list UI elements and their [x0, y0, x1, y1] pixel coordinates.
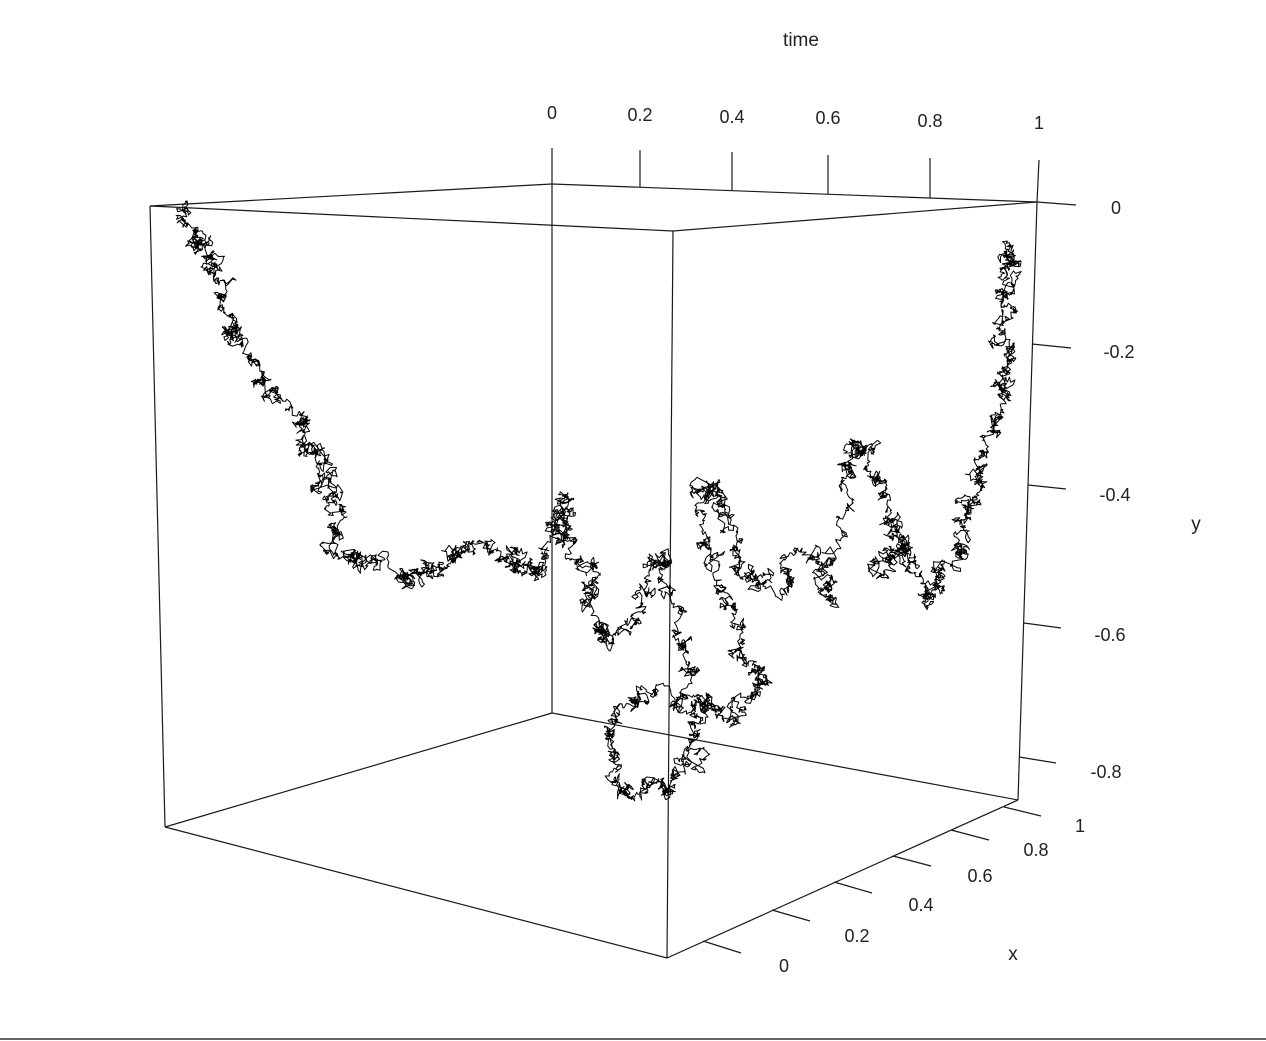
x-tick-label: 0.2	[844, 926, 869, 946]
time-tick-label: 0.2	[627, 105, 652, 125]
x-tick	[833, 881, 873, 894]
y-tick-label: -0.2	[1103, 342, 1134, 362]
box-edge-top-back-right	[551, 183, 1038, 203]
x-axis: x 0 0.2 0.4 0.6 0.8 1	[702, 806, 1085, 976]
box-edge-bottom-front-right	[666, 799, 1019, 959]
time-axis: time 0 0.2 0.4 0.6 0.8 1	[547, 30, 1044, 203]
y-tick	[1027, 484, 1067, 490]
box-edge-vertical-left	[149, 205, 166, 828]
x-tick-label: 1	[1075, 816, 1085, 836]
time-tick	[1036, 159, 1040, 203]
y-tick	[1018, 756, 1057, 764]
box-edge-bottom-front-left	[164, 826, 668, 959]
box-edge-vertical-right	[1017, 201, 1038, 801]
y-tick-label: -0.4	[1099, 485, 1130, 505]
y-axis-title: y	[1191, 514, 1201, 535]
time-tick-label: 0.4	[719, 107, 744, 127]
box-edge-top-front-right	[672, 201, 1038, 232]
box-edge-bottom-back-left	[164, 712, 553, 828]
y-tick-label: 0	[1111, 198, 1121, 218]
y-tick-label: -0.8	[1090, 762, 1121, 782]
brownian-path-series	[175, 200, 1022, 802]
y-tick	[1023, 622, 1062, 629]
x-tick	[702, 940, 742, 954]
box-edge-top-back-left	[149, 183, 553, 207]
time-tick-label: 0	[547, 103, 557, 123]
x-axis-title: x	[1008, 944, 1018, 965]
x-tick-label: 0.6	[967, 866, 992, 886]
y-axis: y 0 -0.2 -0.4 -0.6 -0.8	[1018, 198, 1201, 782]
time-tick-label: 0.6	[815, 108, 840, 128]
x-tick	[1003, 806, 1042, 817]
box-edge-top-front-left	[149, 205, 674, 232]
time-axis-title: time	[783, 30, 819, 51]
time-tick-label: 1	[1034, 113, 1044, 133]
x-tick-label: 0	[779, 956, 789, 976]
brownian-path-line	[175, 200, 1022, 802]
x-tick-label: 0.4	[908, 895, 933, 915]
x-tick	[950, 829, 990, 841]
box-edge-bottom-back-right	[551, 712, 1019, 801]
x-tick	[771, 909, 811, 922]
y-tick-label: -0.6	[1094, 625, 1125, 645]
y-tick	[1031, 343, 1072, 349]
x-tick-label: 0.8	[1023, 840, 1048, 860]
time-tick-label: 0.8	[917, 111, 942, 131]
y-tick	[1036, 201, 1077, 206]
x-tick	[892, 855, 932, 867]
plot-box	[149, 183, 1038, 959]
